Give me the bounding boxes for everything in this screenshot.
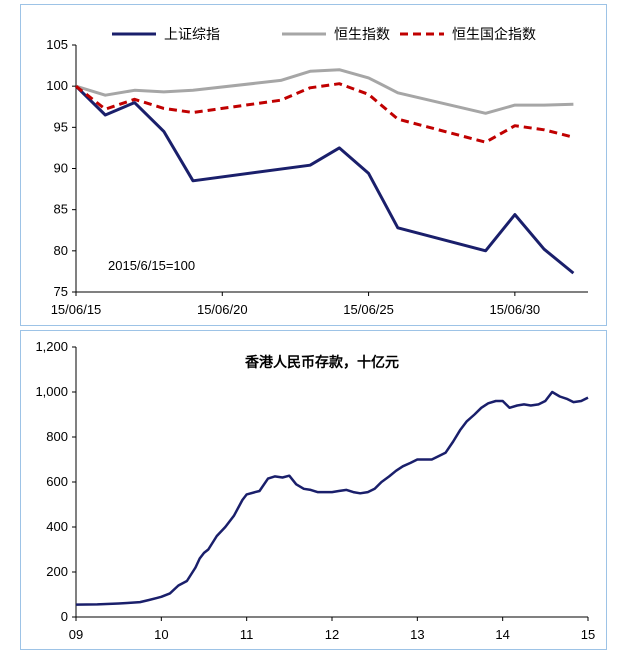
x-tick-label: 11 — [240, 627, 254, 642]
y-tick-label: 85 — [54, 202, 68, 217]
series-line-3 — [75, 82, 574, 144]
x-tick-label: 15/06/20 — [197, 302, 248, 317]
stock-index-chart-panel — [20, 4, 607, 326]
x-tick-label: 15 — [581, 627, 595, 642]
y-tick-label: 100 — [46, 78, 68, 93]
y-tick-label: 0 — [61, 609, 68, 624]
x-tick-label: 09 — [69, 627, 83, 642]
base-annotation: 2015/6/15=100 — [108, 258, 195, 273]
y-tick-label: 75 — [54, 284, 68, 299]
x-tick-label: 13 — [410, 627, 424, 642]
series-line-1 — [74, 85, 575, 275]
y-tick-label: 1,000 — [35, 384, 68, 399]
chart-title: 香港人民币存款，十亿元 — [244, 354, 399, 371]
y-tick-label: 105 — [46, 37, 68, 52]
y-tick-label: 400 — [46, 519, 68, 534]
y-tick-label: 1,200 — [35, 339, 68, 354]
y-tick-label: 200 — [46, 564, 68, 579]
legend-label-1: 上证综指 — [164, 27, 220, 43]
y-tick-label: 800 — [46, 429, 68, 444]
x-tick-label: 14 — [495, 627, 509, 642]
series-line-2 — [75, 68, 574, 115]
stock-index-chart: 75 80 85 90 95 100 105 15/06/15 15/06/20 15/06/25… — [46, 26, 588, 317]
y-tick-label: 600 — [46, 474, 68, 489]
x-tick-label: 15/06/15 — [51, 302, 102, 317]
y-tick-label: 95 — [54, 119, 68, 134]
series-line-1 — [75, 390, 589, 606]
legend-label-3: 恒生国企指数 — [452, 26, 536, 43]
x-tick-label: 15/06/25 — [343, 302, 394, 317]
x-tick-label: 15/06/30 — [490, 302, 541, 317]
legend-label-2: 恒生指数 — [334, 27, 390, 43]
x-tick-label: 10 — [154, 627, 168, 642]
y-tick-label: 80 — [54, 243, 68, 258]
x-tick-label: 12 — [325, 627, 339, 642]
y-tick-label: 90 — [54, 161, 68, 176]
